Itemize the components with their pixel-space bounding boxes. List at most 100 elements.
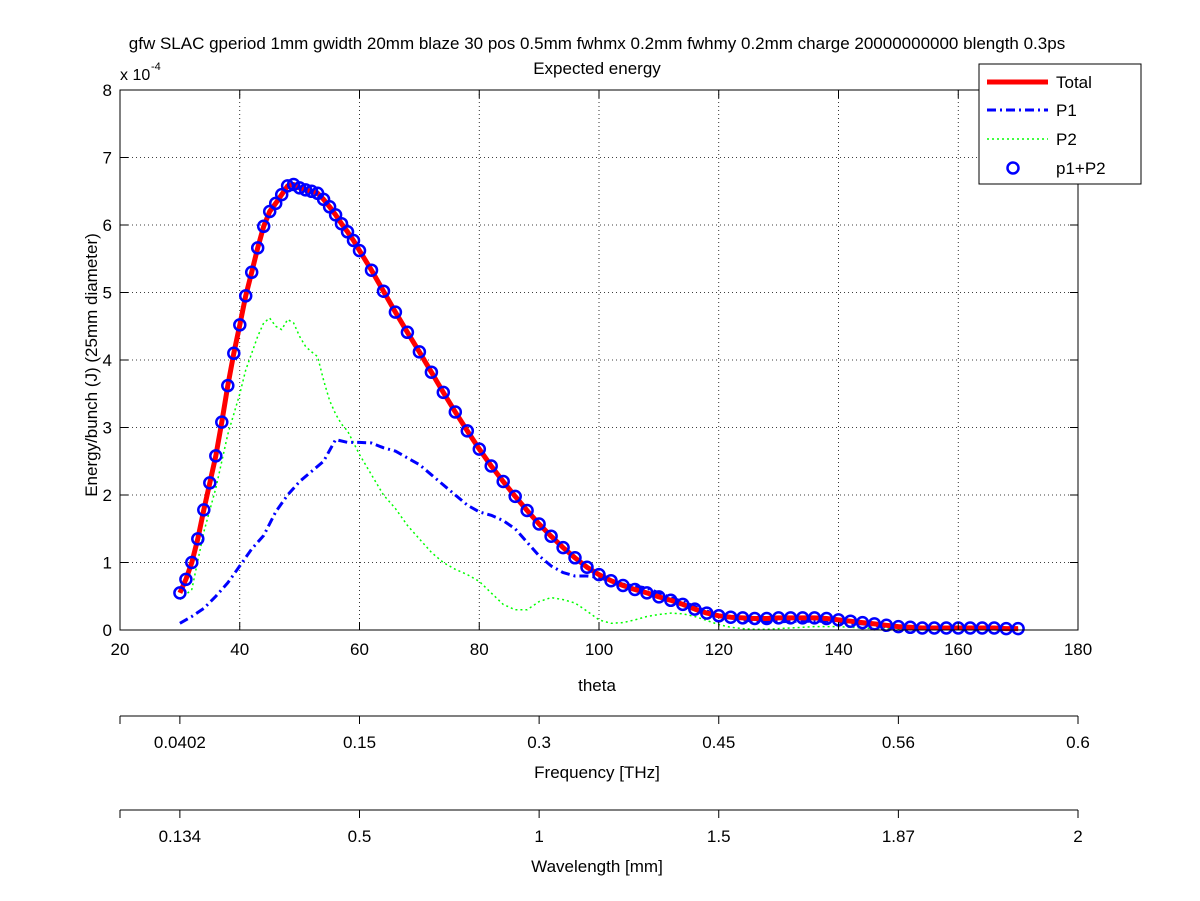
x-axis-label: theta xyxy=(578,676,616,695)
y-scale-label: x 10 -4 xyxy=(120,61,161,84)
secondary-tick-label: 1.5 xyxy=(707,827,731,846)
secondary-tick-label: 1 xyxy=(534,827,543,846)
secondary-tick-label: 2 xyxy=(1073,827,1082,846)
data-point xyxy=(448,405,463,419)
data-point xyxy=(376,284,391,298)
y-tick-label: 0 xyxy=(103,621,112,640)
data-point xyxy=(508,489,522,504)
data-point xyxy=(604,573,618,588)
data-point xyxy=(238,289,253,303)
series-line-total xyxy=(177,182,1019,632)
y-tick-label: 1 xyxy=(103,554,112,573)
data-point xyxy=(203,476,217,490)
y-tick-label: 2 xyxy=(103,486,112,505)
data-point xyxy=(209,449,223,463)
secondary-tick-label: 0.45 xyxy=(702,733,735,752)
data-point xyxy=(640,586,654,600)
plot-area: 20 40 60 80 100 120 140 160 180 0 1 2 3 4 5 6 7 8 xyxy=(103,81,1093,659)
data-point xyxy=(328,208,343,222)
data-point xyxy=(568,551,582,565)
data-point xyxy=(580,560,594,574)
x-tick-label: 40 xyxy=(230,640,249,659)
data-point xyxy=(484,459,498,473)
data-point xyxy=(436,385,451,400)
data-point xyxy=(340,225,355,239)
data-point xyxy=(1011,621,1025,636)
data-point xyxy=(364,263,379,277)
data-point xyxy=(592,567,606,582)
secondary-axes: 0.0402 0.15 0.3 0.45 0.56 0.6 Frequency [THz] 0… xyxy=(119,715,1090,876)
data-point xyxy=(556,540,570,555)
secondary-tick-label: 0.56 xyxy=(882,733,915,752)
data-point xyxy=(628,582,642,597)
secondary-tick-label: 0.15 xyxy=(343,733,376,752)
y-tick-label: 8 xyxy=(103,81,112,100)
legend-label: p1+P2 xyxy=(1056,159,1106,178)
secondary-tick-label: 1.87 xyxy=(882,827,915,846)
data-point xyxy=(233,318,247,332)
x-tick-label: 100 xyxy=(585,640,613,659)
chart-title: gfw SLAC gperiod 1mm gwidth 20mm blaze 3… xyxy=(129,34,1065,53)
legend: Total P1 P2 p1+P2 xyxy=(978,63,1142,185)
y-scale-exponent: -4 xyxy=(151,61,161,73)
secondary-axis-label: Frequency [THz] xyxy=(534,763,660,782)
data-point xyxy=(280,179,295,193)
x-tick-label: 160 xyxy=(944,640,972,659)
legend-label: P2 xyxy=(1056,130,1077,149)
data-point xyxy=(520,503,534,518)
data-point xyxy=(346,233,361,248)
y-tick-label: 4 xyxy=(103,351,112,370)
data-point xyxy=(250,241,265,255)
data-point xyxy=(256,219,271,234)
y-axis-label: Energy/bunch (J) (25mm diameter) xyxy=(82,233,101,497)
data-point xyxy=(221,378,235,393)
y-tick-label: 3 xyxy=(103,419,112,438)
data-point xyxy=(244,265,259,280)
secondary-tick-label: 0.5 xyxy=(348,827,372,846)
data-point xyxy=(179,572,193,587)
data-point xyxy=(185,555,199,570)
data-point xyxy=(298,183,313,197)
x-tick-label: 140 xyxy=(824,640,852,659)
x-tick-label: 80 xyxy=(470,640,489,659)
axis-ticks: 20 40 60 80 100 120 140 160 180 0 1 2 3 4 5 6 7 8 xyxy=(103,81,1093,659)
x-tick-label: 120 xyxy=(705,640,733,659)
legend-label: Total xyxy=(1056,73,1092,92)
data-point xyxy=(532,517,546,531)
secondary-axis-label: Wavelength [mm] xyxy=(531,857,663,876)
data-point xyxy=(460,424,475,438)
series-layer xyxy=(173,177,1025,636)
data-point xyxy=(472,442,487,456)
data-point xyxy=(688,602,702,616)
y-tick-label: 6 xyxy=(103,216,112,235)
data-point xyxy=(191,532,205,546)
secondary-tick-label: 0.3 xyxy=(527,733,551,752)
data-point xyxy=(616,578,630,593)
data-point xyxy=(700,606,714,620)
y-tick-label: 7 xyxy=(103,149,112,168)
data-point xyxy=(173,586,187,600)
data-point xyxy=(676,597,690,612)
data-point xyxy=(424,365,439,379)
data-point xyxy=(652,590,666,604)
x-tick-label: 60 xyxy=(350,640,369,659)
data-point xyxy=(304,184,319,199)
data-point xyxy=(412,345,427,359)
data-point xyxy=(215,415,229,429)
y-tick-label: 5 xyxy=(103,284,112,303)
x-tick-label: 180 xyxy=(1064,640,1092,659)
data-point xyxy=(388,305,403,319)
data-point xyxy=(292,181,307,195)
series-markers-p1-p2 xyxy=(173,177,1025,636)
data-point xyxy=(496,474,510,489)
data-point xyxy=(400,325,415,340)
data-point xyxy=(197,503,211,517)
y-scale-factor: x 10 xyxy=(120,67,150,84)
data-point xyxy=(268,196,283,211)
legend-marker-p1-p2 xyxy=(1006,161,1020,175)
secondary-tick-label: 0.0402 xyxy=(154,733,206,752)
data-point xyxy=(227,346,241,361)
x-tick-label: 20 xyxy=(111,640,130,659)
chart-subtitle: Expected energy xyxy=(533,59,661,78)
